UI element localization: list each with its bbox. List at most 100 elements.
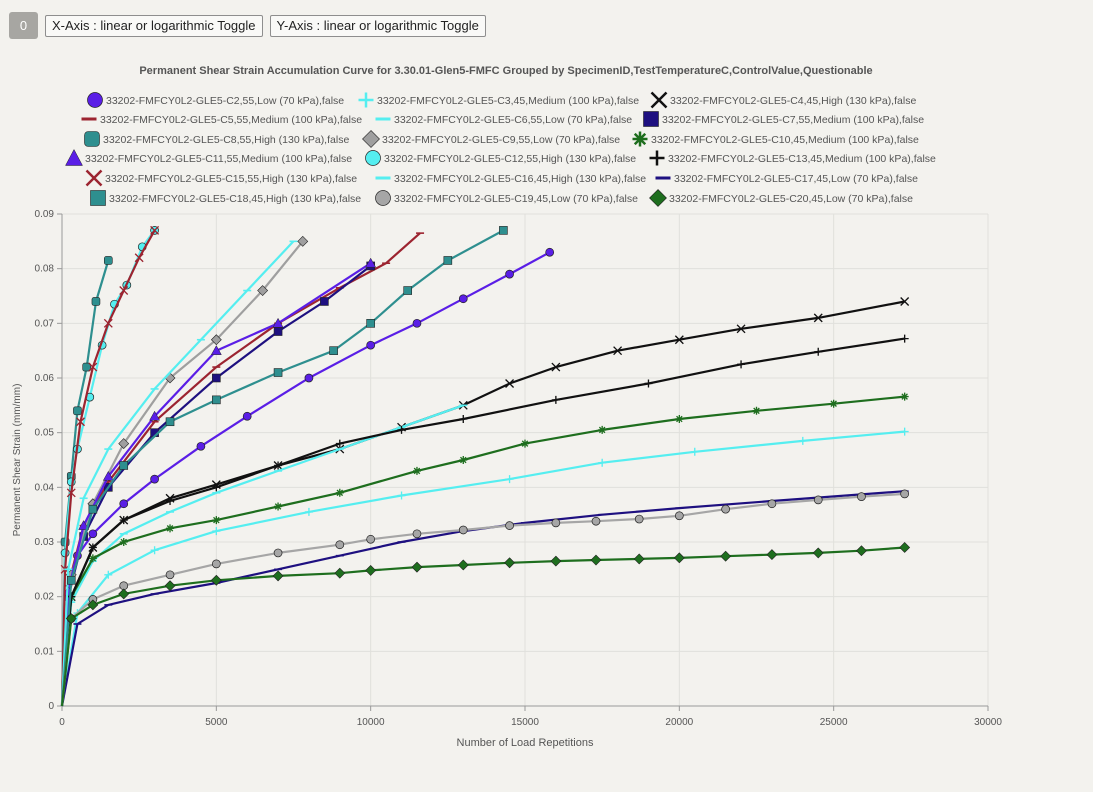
data-point xyxy=(274,461,283,470)
y-tick-label: 0.09 xyxy=(35,209,55,220)
legend-item[interactable]: 33202-FMFCY0L2-GLE5-C5,55,Medium (100 kP… xyxy=(81,114,363,126)
data-point xyxy=(690,447,699,456)
legend-item[interactable]: 33202-FMFCY0L2-GLE5-C20,45,Low (70 kPa),… xyxy=(649,189,914,207)
data-point xyxy=(366,319,375,328)
data-point xyxy=(767,499,777,509)
data-point xyxy=(87,92,103,108)
series-line xyxy=(60,430,905,707)
data-point xyxy=(598,458,607,467)
data-point xyxy=(212,527,221,536)
legend-label: 33202-FMFCY0L2-GLE5-C11,55,Medium (100 k… xyxy=(85,153,352,165)
data-point xyxy=(273,327,283,336)
data-point xyxy=(212,483,221,492)
data-point xyxy=(88,529,98,539)
data-point xyxy=(375,190,391,206)
y-tick-label: 0.07 xyxy=(35,318,55,329)
data-point xyxy=(119,499,129,509)
legend-item[interactable]: 33202-FMFCY0L2-GLE5-C10,45,Medium (100 k… xyxy=(632,131,920,147)
legend-item[interactable]: 33202-FMFCY0L2-GLE5-C4,45,High (130 kPa)… xyxy=(650,91,917,109)
data-point xyxy=(633,553,645,565)
x-tick-label: 20000 xyxy=(665,717,693,728)
x-tick-label: 30000 xyxy=(974,717,1002,728)
data-point xyxy=(737,360,746,369)
legend-item[interactable]: 33202-FMFCY0L2-GLE5-C12,55,High (130 kPa… xyxy=(365,150,637,166)
data-point xyxy=(766,549,778,560)
legend-item[interactable]: 33202-FMFCY0L2-GLE5-C3,45,Medium (100 kP… xyxy=(358,92,640,108)
x-axis-toggle-button[interactable]: X-Axis : linear or logarithmic Toggle xyxy=(45,14,263,37)
x-tick-label: 0 xyxy=(59,717,65,728)
data-point xyxy=(166,497,175,505)
data-point xyxy=(411,561,423,573)
data-point xyxy=(88,554,97,563)
data-point xyxy=(85,169,103,187)
data-point xyxy=(900,392,909,401)
data-point xyxy=(210,334,222,346)
data-point xyxy=(900,489,910,499)
data-point xyxy=(650,91,668,109)
legend-label: 33202-FMFCY0L2-GLE5-C19,45,Low (70 kPa),… xyxy=(394,193,638,205)
series-18 xyxy=(60,542,911,707)
series-line xyxy=(60,229,504,707)
data-point xyxy=(551,362,561,372)
data-point xyxy=(673,552,685,564)
data-point xyxy=(76,417,85,427)
data-point xyxy=(165,570,175,580)
y-axis-label: Permanent Shear Strain (mm/mm) xyxy=(12,384,23,537)
data-point xyxy=(443,256,453,265)
data-point xyxy=(91,297,101,306)
legend-item[interactable]: 33202-FMFCY0L2-GLE5-C9,55,Low (70 kPa),f… xyxy=(362,130,621,148)
data-point xyxy=(358,92,374,108)
legend-item[interactable]: 33202-FMFCY0L2-GLE5-C8,55,High (130 kPa)… xyxy=(84,131,350,147)
data-point xyxy=(273,368,283,377)
data-point xyxy=(458,294,468,304)
legend-item[interactable]: 33202-FMFCY0L2-GLE5-C18,45,High (130 kPa… xyxy=(90,190,362,206)
series-16 xyxy=(60,226,508,707)
legend-label: 33202-FMFCY0L2-GLE5-C6,55,Low (70 kPa),f… xyxy=(394,114,632,126)
legend-item[interactable]: 33202-FMFCY0L2-GLE5-C13,45,Medium (100 k… xyxy=(649,150,937,166)
data-point xyxy=(458,525,468,535)
series-line xyxy=(60,490,905,707)
legend-label: 33202-FMFCY0L2-GLE5-C18,45,High (130 kPa… xyxy=(109,193,361,205)
legend-label: 33202-FMFCY0L2-GLE5-C20,45,Low (70 kPa),… xyxy=(669,193,913,205)
data-point xyxy=(274,502,283,511)
legend-item[interactable]: 33202-FMFCY0L2-GLE5-C15,55,High (130 kPa… xyxy=(85,169,358,187)
legend-label: 33202-FMFCY0L2-GLE5-C8,55,High (130 kPa)… xyxy=(103,134,349,146)
legend-item[interactable]: 33202-FMFCY0L2-GLE5-C19,45,Low (70 kPa),… xyxy=(375,190,639,206)
data-point xyxy=(362,130,380,148)
legend-item[interactable]: 33202-FMFCY0L2-GLE5-C6,55,Low (70 kPa),f… xyxy=(375,114,633,126)
data-point xyxy=(366,534,376,544)
axes: 0 5000 10000 15000 20000 25000 30000 0 0.01 0.02 0… xyxy=(35,209,1003,728)
data-point xyxy=(149,410,161,421)
counter-badge[interactable]: 0 xyxy=(9,12,38,39)
data-point xyxy=(60,548,70,558)
data-point xyxy=(88,362,98,372)
legend-item[interactable]: 33202-FMFCY0L2-GLE5-C2,55,Low (70 kPa),f… xyxy=(87,92,345,108)
x-tick-label: 5000 xyxy=(205,717,228,728)
data-point xyxy=(196,441,206,451)
data-point xyxy=(813,495,823,505)
legend-item[interactable]: 33202-FMFCY0L2-GLE5-C11,55,Medium (100 k… xyxy=(65,148,353,166)
y-tick-label: 0.02 xyxy=(35,592,55,603)
legend-item[interactable]: 33202-FMFCY0L2-GLE5-C16,45,High (130 kPa… xyxy=(375,173,647,185)
data-point xyxy=(102,470,114,481)
data-point xyxy=(720,550,732,562)
legend-item[interactable]: 33202-FMFCY0L2-GLE5-C7,55,Medium (100 kP… xyxy=(643,111,925,127)
data-point xyxy=(88,504,98,514)
x-axis-label: Number of Load Repetitions xyxy=(457,737,594,749)
data-point xyxy=(90,190,106,206)
data-point xyxy=(212,395,221,405)
data-point xyxy=(504,557,515,569)
data-point xyxy=(459,415,468,423)
chart-title: Permanent Shear Strain Accumulation Curv… xyxy=(139,65,872,77)
data-point xyxy=(505,378,515,388)
y-axis-toggle-button[interactable]: Y-Axis : linear or logarithmic Toggle xyxy=(269,14,486,37)
data-point xyxy=(334,567,346,579)
data-point xyxy=(545,247,555,257)
legend-label: 33202-FMFCY0L2-GLE5-C15,55,High (130 kPa… xyxy=(105,173,357,185)
data-point xyxy=(499,226,508,235)
data-point xyxy=(721,504,730,514)
series-layer xyxy=(60,225,911,707)
data-point xyxy=(505,521,514,530)
legend-item[interactable]: 33202-FMFCY0L2-GLE5-C17,45,Low (70 kPa),… xyxy=(655,173,919,185)
